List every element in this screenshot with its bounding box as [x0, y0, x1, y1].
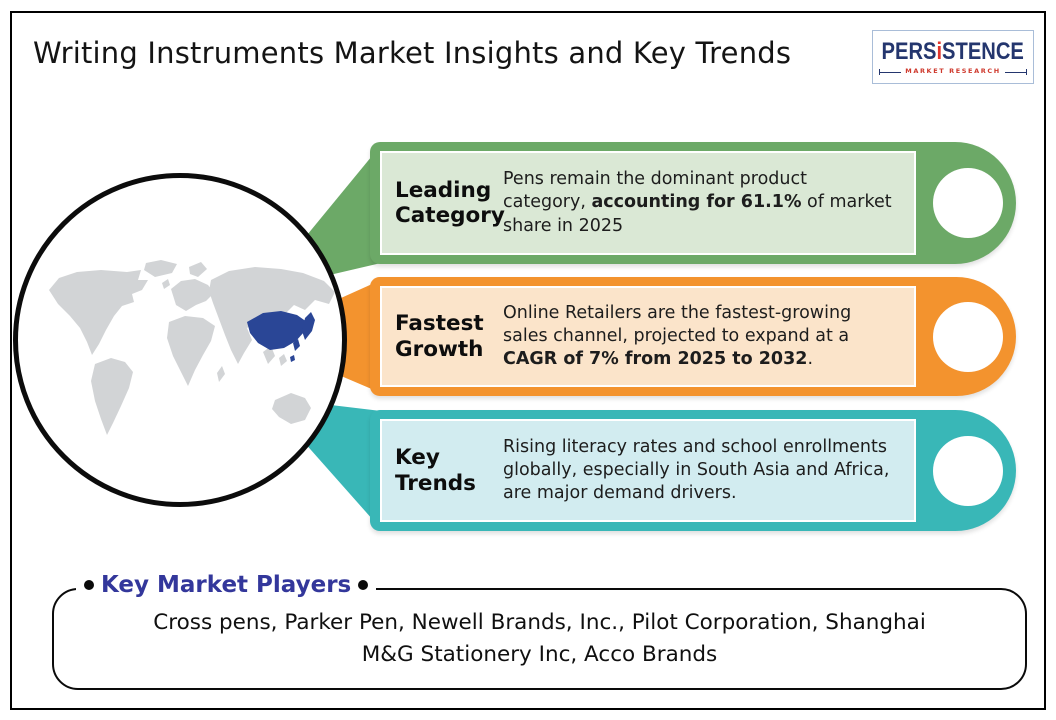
continent-europe: [171, 279, 214, 311]
brand-text-i: i: [936, 37, 943, 65]
brand-logo-tagline: MARKET RESEARCH: [879, 66, 1027, 75]
banner-3-end-circle: [933, 435, 1003, 506]
east-asia-highlight-japan: [302, 312, 315, 340]
bullet-dot-icon: [358, 580, 369, 590]
continent-africa: [167, 316, 215, 386]
banner-2-label: Fastest Growth: [395, 311, 484, 362]
east-asia-highlight-china: [247, 311, 307, 350]
region-southeast-asia: [279, 354, 287, 366]
region-southeast-asia: [263, 346, 275, 364]
banner-3-label: Key Trends: [395, 445, 476, 496]
page-title: Writing Instruments Market Insights and …: [33, 36, 792, 70]
key-market-players-title: Key Market Players: [101, 572, 352, 598]
east-asia-highlight-korea: [293, 339, 300, 351]
banner-1-end-circle: [933, 168, 1003, 238]
banner-3-text: Rising literacy rates and school enrollm…: [503, 436, 890, 504]
banner-2-end-circle: [933, 301, 1003, 372]
banner-3: Key Trends Rising literacy rates and sch…: [370, 410, 1016, 531]
banner-2: Fastest Growth Online Retailers are the …: [370, 277, 1016, 396]
tagline-text: MARKET RESEARCH: [905, 66, 1001, 75]
island-new-zealand: [327, 414, 333, 425]
tagline-left-rule: [879, 68, 902, 75]
banner-1-panel: Leading Category Pens remain the dominan…: [380, 151, 916, 255]
bullet-dot-icon: [84, 580, 94, 590]
continent-australia: [272, 393, 311, 424]
banner-2-panel: Fastest Growth Online Retailers are the …: [380, 286, 916, 387]
key-market-players-list: Cross pens, Parker Pen, Newell Brands, I…: [153, 610, 926, 668]
key-market-players-label: Key Market Players: [76, 572, 377, 598]
island-madagascar: [217, 366, 225, 382]
brand-text-pre: PERS: [881, 37, 937, 65]
brand-logo: PERSiSTENCE MARKET RESEARCH: [872, 30, 1034, 84]
globe: [13, 173, 347, 507]
banner-1-text: Pens remain the dominant product categor…: [503, 169, 892, 236]
brand-logo-wordmark: PERSiSTENCE: [881, 37, 1025, 65]
continent-greenland: [144, 260, 177, 277]
brand-text-post: STENCE: [942, 37, 1025, 65]
banner-3-panel: Key Trends Rising literacy rates and sch…: [380, 419, 916, 522]
key-market-players-box: Key Market Players Cross pens, Parker Pe…: [52, 572, 1027, 690]
outer-border: [10, 11, 1046, 710]
region-scandinavia: [189, 262, 207, 277]
continent-south-america: [91, 358, 133, 435]
tagline-right-rule: [1004, 68, 1027, 75]
continent-north-america: [49, 270, 148, 355]
banner-1: Leading Category Pens remain the dominan…: [370, 142, 1016, 264]
east-asia-highlight-taiwan: [290, 355, 295, 362]
island-uk: [162, 279, 170, 289]
continent-asia: [209, 267, 335, 364]
banner-2-text: Online Retailers are the fastest-growing…: [503, 302, 852, 370]
world-map: [49, 260, 335, 435]
banner-1-label: Leading Category: [395, 177, 505, 228]
